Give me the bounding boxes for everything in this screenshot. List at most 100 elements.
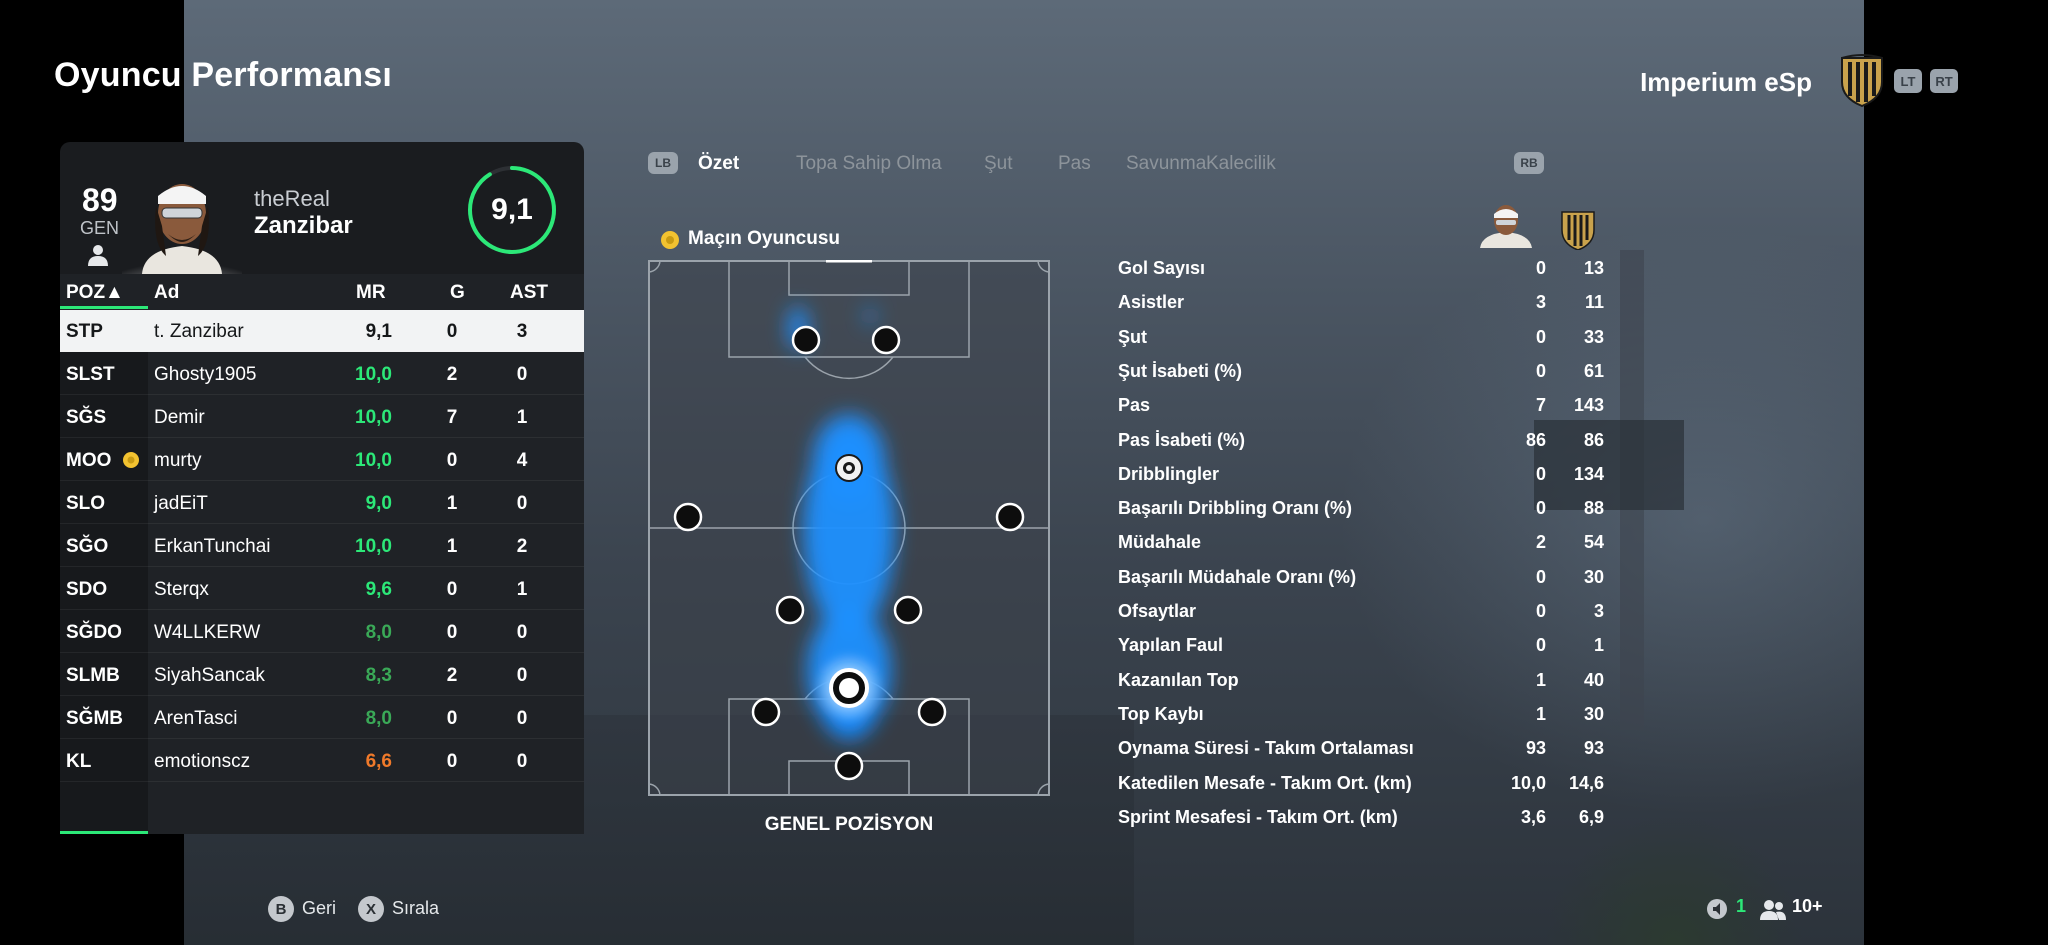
tab-topa-sahip-olma[interactable]: Topa Sahip Olma (796, 153, 942, 174)
squad-row[interactable]: SĞO ErkanTunchai 10,0 1 2 (60, 525, 584, 567)
header-poz[interactable]: POZ▲ (66, 282, 124, 303)
stat-team-value: 54 (1583, 532, 1604, 553)
header-ast[interactable]: AST (510, 282, 548, 303)
stat-row: Top Kaybı 1 30 (1118, 701, 1638, 735)
row-position: MOO (66, 450, 112, 471)
player-overall-label: GEN (80, 218, 120, 238)
voice-count: 1 (1736, 896, 1747, 916)
stat-row: Pas İsabeti (%) 86 86 (1118, 427, 1638, 461)
row-assists: 1 (516, 579, 528, 600)
rb-button[interactable]: RB (1514, 152, 1544, 174)
row-player-name: jadEiT (154, 493, 208, 514)
row-goals: 1 (446, 536, 458, 557)
squad-row[interactable]: SLST Ghosty1905 10,0 2 0 (60, 353, 584, 395)
stat-team-value: 13 (1583, 258, 1604, 278)
squad-row[interactable]: MOO murty 10,0 0 4 (60, 439, 584, 481)
team-name: Imperium eSp (1640, 67, 1812, 97)
row-position: STP (66, 321, 103, 342)
row-assists: 0 (516, 364, 528, 385)
header-g[interactable]: G (450, 282, 465, 303)
row-position: SLMB (66, 665, 120, 686)
motm-player-dot (835, 454, 863, 482)
lt-button[interactable]: LT (1894, 69, 1922, 93)
stat-label: Katedilen Mesafe - Takım Ort. (km) (1118, 772, 1412, 793)
squad-row[interactable]: SLO jadEiT 9,0 1 0 (60, 482, 584, 524)
tab-kalecilik[interactable]: Kalecilik (1206, 153, 1276, 174)
tab-sut[interactable]: Şut (984, 153, 1013, 174)
position-column-bg (60, 310, 148, 834)
stat-team-value: 3 (1593, 601, 1604, 621)
header-ad[interactable]: Ad (154, 282, 180, 303)
stat-team-value: 88 (1583, 498, 1604, 519)
stat-row: Oynama Süresi - Takım Ortalaması 93 93 (1118, 735, 1638, 769)
player-dot (791, 325, 821, 355)
stat-label: Kazanılan Top (1118, 669, 1239, 690)
row-assists: 0 (516, 665, 528, 686)
row-match-rating: 10,0 (355, 536, 392, 557)
row-match-rating: 9,0 (365, 493, 392, 514)
x-button-icon[interactable]: X (358, 896, 384, 922)
b-button-icon[interactable]: B (268, 896, 294, 922)
row-player-name: ErkanTunchai (154, 536, 271, 557)
row-player-name: emotionscz (154, 751, 251, 772)
row-assists: 4 (516, 450, 528, 471)
row-position: SLO (66, 493, 106, 514)
player-dot (871, 325, 901, 355)
row-assists: 3 (516, 321, 528, 342)
rt-button[interactable]: RT (1930, 69, 1958, 93)
stat-row: Pas 7 143 (1118, 392, 1638, 426)
squad-row[interactable]: KL emotionscz 6,6 0 0 (60, 740, 584, 782)
tab-pas[interactable]: Pas (1058, 153, 1091, 174)
row-match-rating: 8,0 (365, 708, 392, 729)
player-dot (995, 502, 1025, 532)
squad-row[interactable]: SDO Sterqx 9,6 0 1 (60, 568, 584, 610)
row-goals: 0 (446, 450, 458, 471)
row-match-rating: 6,6 (365, 751, 392, 772)
sort-indicator (60, 306, 148, 309)
rating-ring (468, 166, 556, 254)
row-goals: 0 (446, 708, 458, 729)
position-column-bar (60, 831, 148, 834)
man-of-the-match-icon (661, 231, 679, 249)
squad-row[interactable]: SLMB SiyahSancak 8,3 2 0 (60, 654, 584, 696)
row-position: SDO (66, 579, 108, 600)
stat-label: Oynama Süresi - Takım Ortalaması (1118, 738, 1414, 759)
row-match-rating: 10,0 (355, 364, 392, 385)
squad-row[interactable]: SĞS Demir 10,0 7 1 (60, 396, 584, 438)
player-first-name: theReal (254, 186, 330, 211)
row-assists: 0 (516, 493, 528, 514)
header-mr[interactable]: MR (356, 282, 386, 303)
stat-label: Yapılan Faul (1118, 635, 1224, 656)
row-match-rating: 9,6 (365, 579, 392, 600)
player-last-name: Zanzibar (254, 212, 353, 239)
row-assists: 0 (516, 622, 528, 643)
row-assists: 0 (516, 708, 528, 729)
stat-player-value: 7 (1535, 395, 1546, 416)
stat-label: Şut İsabeti (%) (1118, 360, 1243, 381)
row-match-rating: 9,1 (365, 321, 392, 342)
sort-label[interactable]: Sırala (392, 898, 440, 918)
lb-button[interactable]: LB (648, 152, 678, 174)
selected-player-dot (829, 668, 869, 708)
person-icon (88, 245, 108, 266)
back-label[interactable]: Geri (302, 898, 337, 918)
player-avatar-icon (1480, 205, 1532, 248)
stat-player-value: 3 (1535, 292, 1546, 313)
tab-savunma[interactable]: Savunma (1126, 153, 1207, 174)
row-match-rating: 8,0 (365, 622, 392, 643)
tab-ozet[interactable]: Özet (698, 153, 740, 174)
row-goals: 7 (446, 407, 458, 428)
stat-player-value: 3,6 (1520, 806, 1546, 827)
squad-row[interactable]: STP t. Zanzibar 9,1 0 3 (60, 310, 584, 352)
stat-player-value: 0 (1535, 498, 1546, 519)
stat-player-value: 0 (1535, 326, 1546, 347)
squad-row[interactable]: SĞMB ArenTasci 8,0 0 0 (60, 697, 584, 739)
squad-row[interactable]: SĞDO W4LLKERW 8,0 0 0 (60, 611, 584, 653)
stat-row: Başarılı Dribbling Oranı (%) 0 88 (1118, 495, 1638, 529)
stat-player-value: 1 (1535, 703, 1546, 724)
stat-player-value: 0 (1535, 258, 1546, 278)
row-goals: 0 (446, 751, 458, 772)
bg-sign (1534, 420, 1684, 510)
team-crest-small-icon (1561, 211, 1595, 250)
pitch-caption: GENEL POZİSYON (764, 814, 934, 835)
